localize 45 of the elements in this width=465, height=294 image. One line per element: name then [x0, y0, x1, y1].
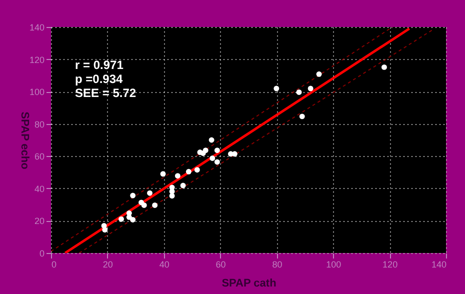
x-tick-label: 20: [102, 260, 113, 270]
x-tick-label: 140: [431, 260, 446, 270]
x-tick-label: 100: [326, 260, 342, 270]
x-tick-label: 120: [382, 260, 398, 270]
y-tick-label: 80: [34, 119, 44, 130]
point: [147, 190, 152, 196]
x-tick-label: 60: [216, 260, 226, 270]
point: [194, 167, 200, 173]
annotation: p =0.934: [75, 72, 124, 86]
y-tick-label: 60: [34, 152, 44, 162]
y-tick-label: 140: [29, 22, 44, 32]
point: [214, 148, 220, 154]
point: [210, 156, 216, 161]
point: [186, 168, 192, 174]
y-tick-label: 40: [34, 184, 44, 194]
point: [274, 86, 280, 92]
y-tick-label: 0: [39, 248, 44, 258]
y-axis-title: SPAP echo: [18, 112, 30, 170]
point: [174, 173, 180, 179]
x-axis-title: SPAP cath: [222, 278, 277, 290]
point: [381, 64, 387, 70]
point: [208, 137, 214, 143]
point: [299, 114, 305, 120]
y-tick-label: 100: [29, 87, 44, 98]
x-tick-label: 40: [159, 260, 170, 270]
point: [118, 216, 124, 222]
point: [316, 71, 322, 77]
y-tick-label: 20: [34, 216, 44, 226]
point: [214, 159, 220, 165]
point: [141, 202, 147, 208]
annotation: SEE = 5.72: [75, 86, 136, 100]
point: [152, 202, 158, 208]
point: [308, 86, 314, 92]
point: [169, 193, 175, 199]
x-tick-label: 0: [52, 260, 57, 270]
y-tick-label: 120: [29, 54, 44, 65]
point: [160, 171, 166, 177]
point: [130, 217, 136, 222]
point: [202, 148, 208, 154]
point: [296, 89, 302, 95]
point: [102, 227, 108, 232]
annotation: r = 0.971: [75, 58, 124, 72]
x-tick-label: 80: [272, 260, 282, 270]
point: [130, 192, 136, 198]
point: [180, 182, 186, 188]
